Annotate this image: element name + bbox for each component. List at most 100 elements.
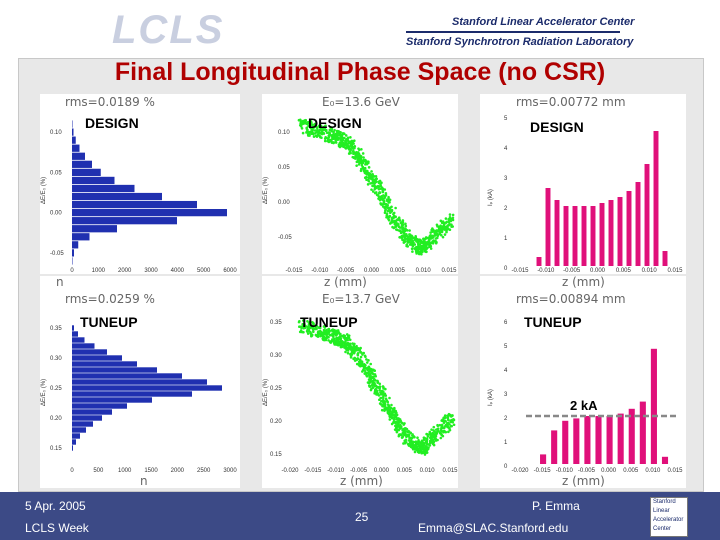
tuneup-phase-point bbox=[432, 425, 436, 429]
design-phase-point bbox=[408, 229, 411, 232]
tuneup-phase-point bbox=[374, 384, 378, 388]
tuneup-phase-point bbox=[376, 392, 380, 395]
tuneup-phase-point bbox=[345, 348, 349, 352]
design-phase-point bbox=[371, 173, 374, 176]
tuneup-phase-point bbox=[447, 430, 450, 434]
design-phase-point bbox=[429, 242, 433, 245]
design-current-bar bbox=[599, 203, 605, 266]
design-phase-point bbox=[352, 150, 355, 154]
design-phase-point bbox=[403, 235, 407, 238]
design-hist-bar bbox=[72, 128, 74, 136]
tuneup-phase-space-svg: z (mm) E₀=13.7 GeV TUNEUP 0.350.300.250.… bbox=[263, 276, 458, 488]
design-phase-point bbox=[349, 136, 352, 139]
tuneup-hist-bar bbox=[72, 403, 127, 409]
design-energy-rms: rms=0.0189 % bbox=[65, 95, 155, 109]
design-current-bar bbox=[635, 182, 641, 266]
tuneup-current-bar bbox=[639, 401, 646, 464]
tuneup-hist-label: TUNEUP bbox=[80, 314, 138, 330]
tuneup-hist-bar bbox=[72, 391, 192, 397]
tuneup-current-ylabel: Iₚ (kA) bbox=[488, 389, 494, 406]
design-phase-point bbox=[324, 136, 327, 139]
tuneup-phase-point bbox=[420, 450, 423, 454]
design-phase-space-svg: E₀=13.6 GeV DESIGN 0.10 0.05 0.00 -0.05 -0.… bbox=[263, 95, 457, 274]
design-phase-point bbox=[367, 161, 370, 165]
design-phase-point bbox=[394, 206, 397, 210]
design-current-xtick: 0.015 bbox=[667, 268, 683, 274]
design-phase-point bbox=[322, 126, 325, 129]
design-phase-point bbox=[373, 178, 376, 182]
design-phase-point bbox=[391, 217, 394, 220]
design-phase-point bbox=[414, 234, 417, 238]
design-phase-point bbox=[378, 179, 382, 183]
tuneup-phase-point bbox=[386, 400, 389, 404]
tuneup-hist-bar bbox=[72, 343, 95, 349]
tuneup-phase-ytick: 0.20 bbox=[270, 419, 282, 425]
design-phase-point bbox=[449, 217, 453, 221]
design-hist-xtick: 0 bbox=[70, 268, 74, 274]
tuneup-phase-point bbox=[314, 333, 318, 337]
design-phase-point bbox=[339, 142, 343, 146]
design-current-ytick: 5 bbox=[504, 116, 508, 122]
design-phase-point bbox=[363, 176, 367, 180]
tuneup-phase-point bbox=[432, 443, 436, 447]
tuneup-phase-point bbox=[441, 434, 445, 438]
design-current-ytick: 3 bbox=[504, 176, 508, 182]
tuneup-phase-point bbox=[395, 413, 399, 417]
tuneup-phase-point bbox=[362, 351, 366, 355]
design-phase-point bbox=[342, 132, 346, 136]
tuneup-phase-point bbox=[391, 412, 394, 415]
design-hist-xtick: 4000 bbox=[171, 268, 185, 274]
design-phase-point bbox=[388, 214, 392, 218]
tuneup-phase-point bbox=[393, 406, 396, 410]
tuneup-phase-point bbox=[407, 433, 411, 436]
design-phase-point bbox=[367, 166, 371, 169]
tuneup-phase-point bbox=[352, 346, 355, 349]
slide-title: Final Longitudinal Phase Space (no CSR) bbox=[114, 58, 606, 86]
design-phase-point bbox=[381, 187, 385, 191]
design-current-ytick: 0 bbox=[504, 266, 508, 272]
design-phase-point bbox=[364, 158, 367, 162]
tuneup-phase-point bbox=[370, 371, 374, 375]
tuneup-phase-point bbox=[299, 329, 303, 332]
tuneup-hist-bar bbox=[72, 433, 80, 439]
tuneup-phase-point bbox=[332, 335, 335, 339]
design-hist-bar bbox=[72, 144, 80, 152]
design-phase-point bbox=[371, 190, 375, 193]
design-phase-point bbox=[305, 126, 309, 130]
tuneup-phase-point bbox=[436, 430, 440, 433]
design-phase-point bbox=[445, 220, 449, 224]
tuneup-current-xtick: 0.015 bbox=[667, 468, 683, 474]
design-phase-xtick: 0.010 bbox=[416, 268, 432, 274]
tuneup-phase-point bbox=[402, 442, 405, 445]
design-phase-point bbox=[334, 141, 338, 144]
tuneup-phase-point bbox=[425, 441, 429, 445]
design-current-bar bbox=[617, 197, 623, 266]
design-phase-point bbox=[401, 230, 404, 234]
tuneup-phase-point bbox=[349, 356, 353, 359]
design-phase-point bbox=[401, 234, 405, 238]
design-phase-point bbox=[321, 130, 324, 134]
footer-bar: 5 Apr. 2005 LCLS Week 25 P. Emma Emma@SL… bbox=[0, 492, 720, 540]
design-hist-bar bbox=[72, 209, 227, 217]
design-phase-point bbox=[442, 225, 446, 229]
tuneup-phase-point bbox=[316, 331, 320, 334]
tuneup-phase-point bbox=[360, 360, 364, 363]
design-phase-point bbox=[344, 134, 348, 137]
design-phase-point bbox=[327, 140, 331, 143]
design-phase-point bbox=[451, 218, 455, 222]
design-current-bar bbox=[608, 200, 614, 266]
institution-ssrl: Stanford Synchrotron Radiation Laborator… bbox=[406, 36, 634, 48]
design-phase-point bbox=[392, 212, 395, 216]
slac-logo-line: Center bbox=[653, 526, 672, 532]
design-hist-ytick: 0.00 bbox=[50, 211, 62, 217]
design-phase-ytick: -0.05 bbox=[278, 235, 292, 241]
slac-logo-line: Accelerator bbox=[653, 517, 684, 523]
design-phase-point bbox=[336, 138, 340, 141]
design-phase-point bbox=[370, 170, 373, 173]
tuneup-phase-point bbox=[429, 440, 432, 443]
design-phase-point bbox=[355, 154, 358, 157]
design-phase-point bbox=[420, 252, 423, 256]
tuneup-phase-point bbox=[352, 357, 355, 361]
design-phase-point bbox=[369, 174, 373, 178]
design-phase-point bbox=[359, 167, 363, 171]
